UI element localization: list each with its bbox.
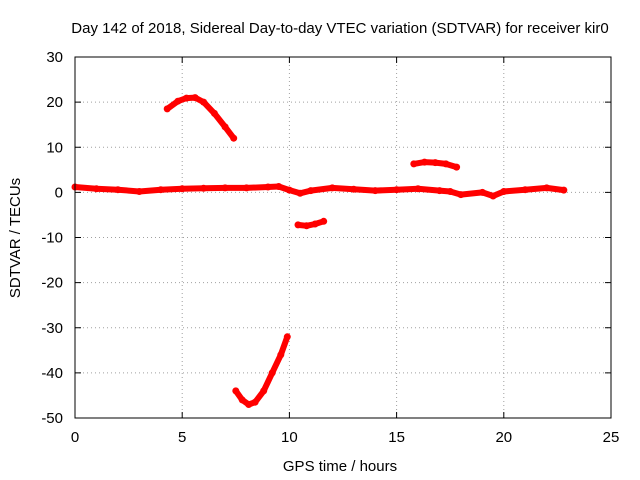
data-series bbox=[71, 94, 568, 408]
y-tick-label: -50 bbox=[41, 410, 63, 427]
y-tick-label: 0 bbox=[55, 184, 63, 201]
data-point bbox=[191, 94, 199, 102]
series-arc-negative bbox=[232, 333, 291, 408]
data-point bbox=[311, 220, 319, 228]
y-tick-label: -40 bbox=[41, 365, 63, 382]
data-point bbox=[163, 105, 171, 113]
x-tick-label: 0 bbox=[71, 429, 79, 446]
data-point bbox=[500, 188, 508, 195]
axis-ticks: 0 5 10 15 20 25 -50 -40 -30 -20 -10 0 10 20 30 bbox=[41, 49, 619, 446]
data-point bbox=[200, 184, 208, 192]
data-point bbox=[328, 184, 336, 192]
data-point bbox=[260, 387, 268, 395]
data-point bbox=[268, 369, 276, 377]
x-tick-label: 25 bbox=[603, 429, 620, 446]
data-point bbox=[174, 97, 182, 105]
y-tick-label: -10 bbox=[41, 230, 63, 247]
data-point bbox=[489, 192, 497, 200]
data-point bbox=[414, 185, 422, 193]
data-point bbox=[296, 189, 304, 197]
series-baseline bbox=[71, 183, 568, 200]
data-point bbox=[245, 401, 253, 408]
data-point bbox=[442, 160, 450, 168]
data-point bbox=[178, 185, 186, 193]
series-arc-positive-b bbox=[410, 158, 461, 171]
data-point bbox=[446, 188, 454, 195]
data-point bbox=[350, 185, 358, 193]
data-point bbox=[283, 333, 291, 341]
data-point bbox=[210, 109, 218, 117]
data-point bbox=[303, 222, 311, 230]
data-point bbox=[393, 186, 401, 194]
x-tick-label: 5 bbox=[178, 429, 186, 446]
y-tick-label: 20 bbox=[46, 94, 63, 111]
y-tick-label: 10 bbox=[46, 139, 63, 156]
data-point bbox=[238, 396, 246, 404]
chart-title: Day 142 of 2018, Sidereal Day-to-day VTE… bbox=[71, 20, 608, 37]
data-point bbox=[436, 187, 443, 195]
data-point bbox=[264, 183, 272, 191]
data-point bbox=[183, 94, 190, 102]
data-point bbox=[135, 188, 143, 195]
data-point bbox=[320, 217, 328, 225]
data-point bbox=[294, 221, 302, 229]
data-point bbox=[307, 187, 315, 195]
series-arc-small-negative bbox=[294, 217, 328, 230]
data-point bbox=[232, 387, 240, 395]
data-point bbox=[421, 158, 428, 166]
data-point bbox=[560, 186, 568, 194]
data-point bbox=[410, 160, 418, 168]
x-tick-label: 15 bbox=[388, 429, 405, 446]
data-point bbox=[114, 186, 122, 194]
data-point bbox=[92, 185, 100, 193]
x-tick-label: 20 bbox=[495, 429, 512, 446]
y-tick-label: -30 bbox=[41, 320, 63, 337]
series-line bbox=[232, 333, 291, 408]
data-point bbox=[157, 186, 165, 194]
series-line bbox=[295, 218, 327, 229]
data-point bbox=[221, 184, 229, 192]
data-point bbox=[200, 98, 208, 106]
data-point bbox=[275, 183, 283, 190]
y-tick-label: 30 bbox=[46, 49, 63, 66]
data-point bbox=[251, 398, 259, 406]
series-line bbox=[72, 183, 567, 199]
data-point bbox=[277, 351, 285, 359]
y-tick-label: -20 bbox=[41, 275, 63, 292]
data-point bbox=[243, 184, 250, 192]
data-point bbox=[285, 186, 293, 194]
data-point bbox=[230, 134, 238, 142]
x-axis-label: GPS time / hours bbox=[283, 458, 397, 475]
data-point bbox=[543, 184, 551, 192]
data-point bbox=[371, 187, 379, 195]
data-point bbox=[521, 186, 529, 194]
data-point bbox=[457, 191, 465, 199]
data-point bbox=[431, 159, 439, 167]
y-axis-label: SDTVAR / TECUs bbox=[7, 178, 24, 298]
data-point bbox=[453, 163, 461, 171]
data-point bbox=[221, 123, 229, 131]
data-point bbox=[478, 188, 486, 196]
grid bbox=[75, 57, 611, 418]
x-tick-label: 10 bbox=[281, 429, 298, 446]
series-arc-positive-a bbox=[163, 94, 238, 142]
